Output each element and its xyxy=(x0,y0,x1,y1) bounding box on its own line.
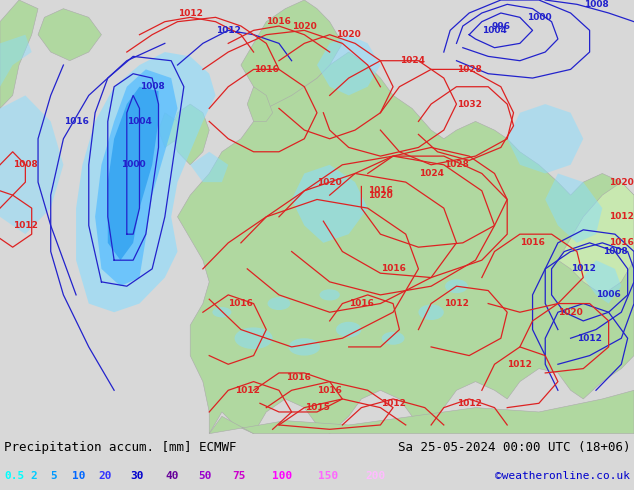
Polygon shape xyxy=(507,104,583,173)
Text: 1024: 1024 xyxy=(418,169,444,178)
Text: 1008: 1008 xyxy=(583,0,609,9)
Text: 1008: 1008 xyxy=(13,160,38,169)
Text: 1000: 1000 xyxy=(527,13,551,22)
Text: 1012: 1012 xyxy=(13,221,38,230)
Ellipse shape xyxy=(445,279,468,293)
Polygon shape xyxy=(171,104,209,165)
Text: 1012: 1012 xyxy=(216,26,241,35)
Text: 10: 10 xyxy=(72,471,86,481)
Text: 1012: 1012 xyxy=(577,334,602,343)
Polygon shape xyxy=(0,35,32,87)
Text: 1012: 1012 xyxy=(456,399,482,408)
Text: 200: 200 xyxy=(365,471,385,481)
Ellipse shape xyxy=(320,289,340,300)
Text: 1020: 1020 xyxy=(368,191,393,199)
Polygon shape xyxy=(190,152,228,182)
Polygon shape xyxy=(292,165,368,243)
Text: 1012: 1012 xyxy=(380,399,406,408)
Text: 1020: 1020 xyxy=(558,308,583,317)
Polygon shape xyxy=(247,87,273,122)
Text: 1028: 1028 xyxy=(456,65,482,74)
Text: Sa 25-05-2024 00:00 UTC (18+06): Sa 25-05-2024 00:00 UTC (18+06) xyxy=(398,441,630,454)
Polygon shape xyxy=(545,173,602,243)
Ellipse shape xyxy=(382,332,404,345)
Text: 1012: 1012 xyxy=(178,8,203,18)
Text: 1008: 1008 xyxy=(602,247,628,256)
Text: ©weatheronline.co.uk: ©weatheronline.co.uk xyxy=(495,471,630,481)
Text: 1016: 1016 xyxy=(228,299,254,308)
Text: 1012: 1012 xyxy=(571,265,596,273)
Text: 1024: 1024 xyxy=(399,56,425,65)
Ellipse shape xyxy=(235,327,273,349)
Text: 1016: 1016 xyxy=(380,265,406,273)
Polygon shape xyxy=(178,52,634,434)
Ellipse shape xyxy=(268,297,290,310)
Text: 1015: 1015 xyxy=(304,403,330,412)
Text: 2: 2 xyxy=(30,471,37,481)
Polygon shape xyxy=(0,96,63,234)
Text: 100: 100 xyxy=(272,471,292,481)
Text: 1012: 1012 xyxy=(609,212,634,221)
Polygon shape xyxy=(158,113,178,147)
Polygon shape xyxy=(209,390,634,434)
Text: 40: 40 xyxy=(165,471,179,481)
Ellipse shape xyxy=(418,304,444,320)
Text: 1016: 1016 xyxy=(520,238,545,247)
Text: 1020: 1020 xyxy=(292,22,317,30)
Text: 150: 150 xyxy=(318,471,339,481)
Text: 1012: 1012 xyxy=(507,360,533,369)
Text: 1020: 1020 xyxy=(317,178,342,187)
Polygon shape xyxy=(317,35,380,96)
Polygon shape xyxy=(95,70,178,286)
Text: 1028: 1028 xyxy=(444,160,469,169)
Text: 1012: 1012 xyxy=(235,386,260,395)
Text: 1016: 1016 xyxy=(317,386,342,395)
Text: 1008: 1008 xyxy=(139,82,165,91)
Text: 1016: 1016 xyxy=(368,186,393,196)
Polygon shape xyxy=(558,182,634,295)
Text: 5: 5 xyxy=(50,471,57,481)
Text: 1016: 1016 xyxy=(349,299,374,308)
Polygon shape xyxy=(108,87,158,260)
Text: 1006: 1006 xyxy=(596,291,621,299)
Polygon shape xyxy=(38,9,101,61)
Text: 1012: 1012 xyxy=(444,299,469,308)
Text: 1016: 1016 xyxy=(254,65,279,74)
Ellipse shape xyxy=(336,322,361,338)
Ellipse shape xyxy=(288,338,320,356)
Text: Precipitation accum. [mm] ECMWF: Precipitation accum. [mm] ECMWF xyxy=(4,441,236,454)
Text: 1000: 1000 xyxy=(121,160,145,169)
Text: 1016: 1016 xyxy=(266,17,292,26)
Text: 1020: 1020 xyxy=(336,30,361,39)
Ellipse shape xyxy=(212,307,231,318)
Text: 996: 996 xyxy=(491,22,510,30)
Text: 1016: 1016 xyxy=(63,117,89,126)
Text: 1004: 1004 xyxy=(482,26,507,35)
Text: 0.5: 0.5 xyxy=(4,471,24,481)
Text: 50: 50 xyxy=(198,471,212,481)
Text: 1016: 1016 xyxy=(609,238,634,247)
Text: 30: 30 xyxy=(130,471,143,481)
Polygon shape xyxy=(0,0,38,108)
Text: 1016: 1016 xyxy=(285,373,311,382)
Text: 1004: 1004 xyxy=(127,117,152,126)
Text: 1032: 1032 xyxy=(456,99,482,109)
Text: 20: 20 xyxy=(98,471,112,481)
Text: 75: 75 xyxy=(232,471,245,481)
Polygon shape xyxy=(583,260,621,304)
Polygon shape xyxy=(76,52,216,312)
Text: 1020: 1020 xyxy=(609,178,634,187)
Polygon shape xyxy=(241,0,342,108)
